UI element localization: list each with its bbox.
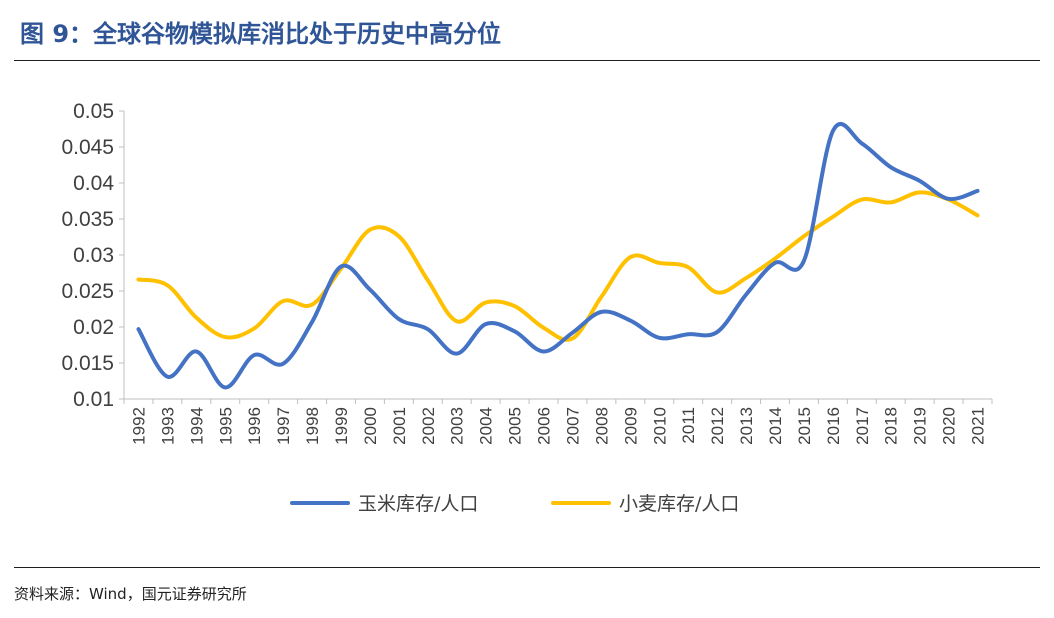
x-tick-label: 2011 (679, 407, 698, 444)
legend-item: 小麦库存/人口 (551, 493, 739, 515)
x-tick-label: 1995 (216, 407, 235, 445)
source-divider (14, 567, 1040, 568)
x-tick-label: 1997 (274, 407, 293, 445)
series-layer (136, 121, 980, 390)
x-tick-label: 1998 (303, 407, 322, 445)
x-tick-label: 2018 (882, 407, 901, 445)
legend-label: 玉米库存/人口 (358, 493, 478, 515)
y-tick-label: 0.05 (73, 100, 114, 123)
y-tick-label: 0.045 (61, 136, 114, 159)
x-tick-label: 2002 (419, 407, 438, 445)
legend-label: 小麦库存/人口 (619, 493, 739, 515)
x-tick-label: 2013 (737, 407, 756, 445)
series-line-0 (136, 121, 980, 390)
x-tick-label: 2001 (390, 407, 409, 445)
y-tick-label: 0.04 (73, 172, 114, 195)
x-tick-label: 2020 (940, 407, 959, 445)
y-tick-label: 0.015 (61, 352, 114, 375)
y-tick-label: 0.025 (61, 280, 114, 303)
x-axis: 1992 1993 1994 1995 1996 1997 1998 1999 2000 2001… (123, 398, 993, 445)
y-tick-label: 0.035 (61, 208, 114, 231)
title-divider (14, 60, 1040, 61)
y-tick-label: 0.02 (73, 316, 114, 339)
x-tick-label: 2015 (795, 407, 814, 445)
x-tick-label: 2012 (708, 407, 727, 445)
x-tick-label: 2007 (563, 407, 582, 445)
x-tick-label: 2016 (824, 407, 843, 445)
x-tick-label: 1996 (245, 407, 264, 445)
x-tick-label: 1992 (129, 407, 148, 445)
x-tick-label: 2014 (766, 407, 785, 445)
x-tick-label: 2019 (911, 407, 930, 445)
y-axis: 0.01 0.015 0.02 0.025 0.03 0.035 0.04 0.045 0.05 (61, 100, 125, 411)
x-tick-label: 2021 (969, 407, 988, 445)
x-tick-label: 1994 (187, 407, 206, 445)
x-tick-label: 1993 (158, 407, 177, 445)
legend-item: 玉米库存/人口 (290, 493, 478, 515)
x-tick-label: 2004 (477, 407, 496, 445)
line-chart: 0.01 0.015 0.02 0.025 0.03 0.035 0.04 0.045 0.05… (61, 100, 993, 515)
x-tick-label: 2017 (853, 407, 872, 445)
x-tick-label: 1999 (332, 407, 351, 445)
series-line-1 (136, 190, 980, 342)
x-tick-label: 2005 (506, 407, 525, 445)
x-tick-label: 2006 (535, 407, 554, 445)
x-tick-label: 2010 (650, 407, 669, 445)
y-tick-label: 0.03 (73, 244, 114, 267)
x-tick-label: 2008 (592, 407, 611, 445)
y-tick-label: 0.01 (73, 388, 114, 411)
legend: 玉米库存/人口 小麦库存/人口 (290, 493, 739, 515)
x-tick-label: 2003 (448, 407, 467, 445)
figure-title: 图 9：全球谷物模拟库消比处于历史中高分位 (20, 20, 502, 48)
x-tick-label: 2009 (621, 407, 640, 445)
x-tick-label: 2000 (361, 407, 380, 445)
source-note: 资料来源：Wind，国元证券研究所 (14, 585, 247, 603)
